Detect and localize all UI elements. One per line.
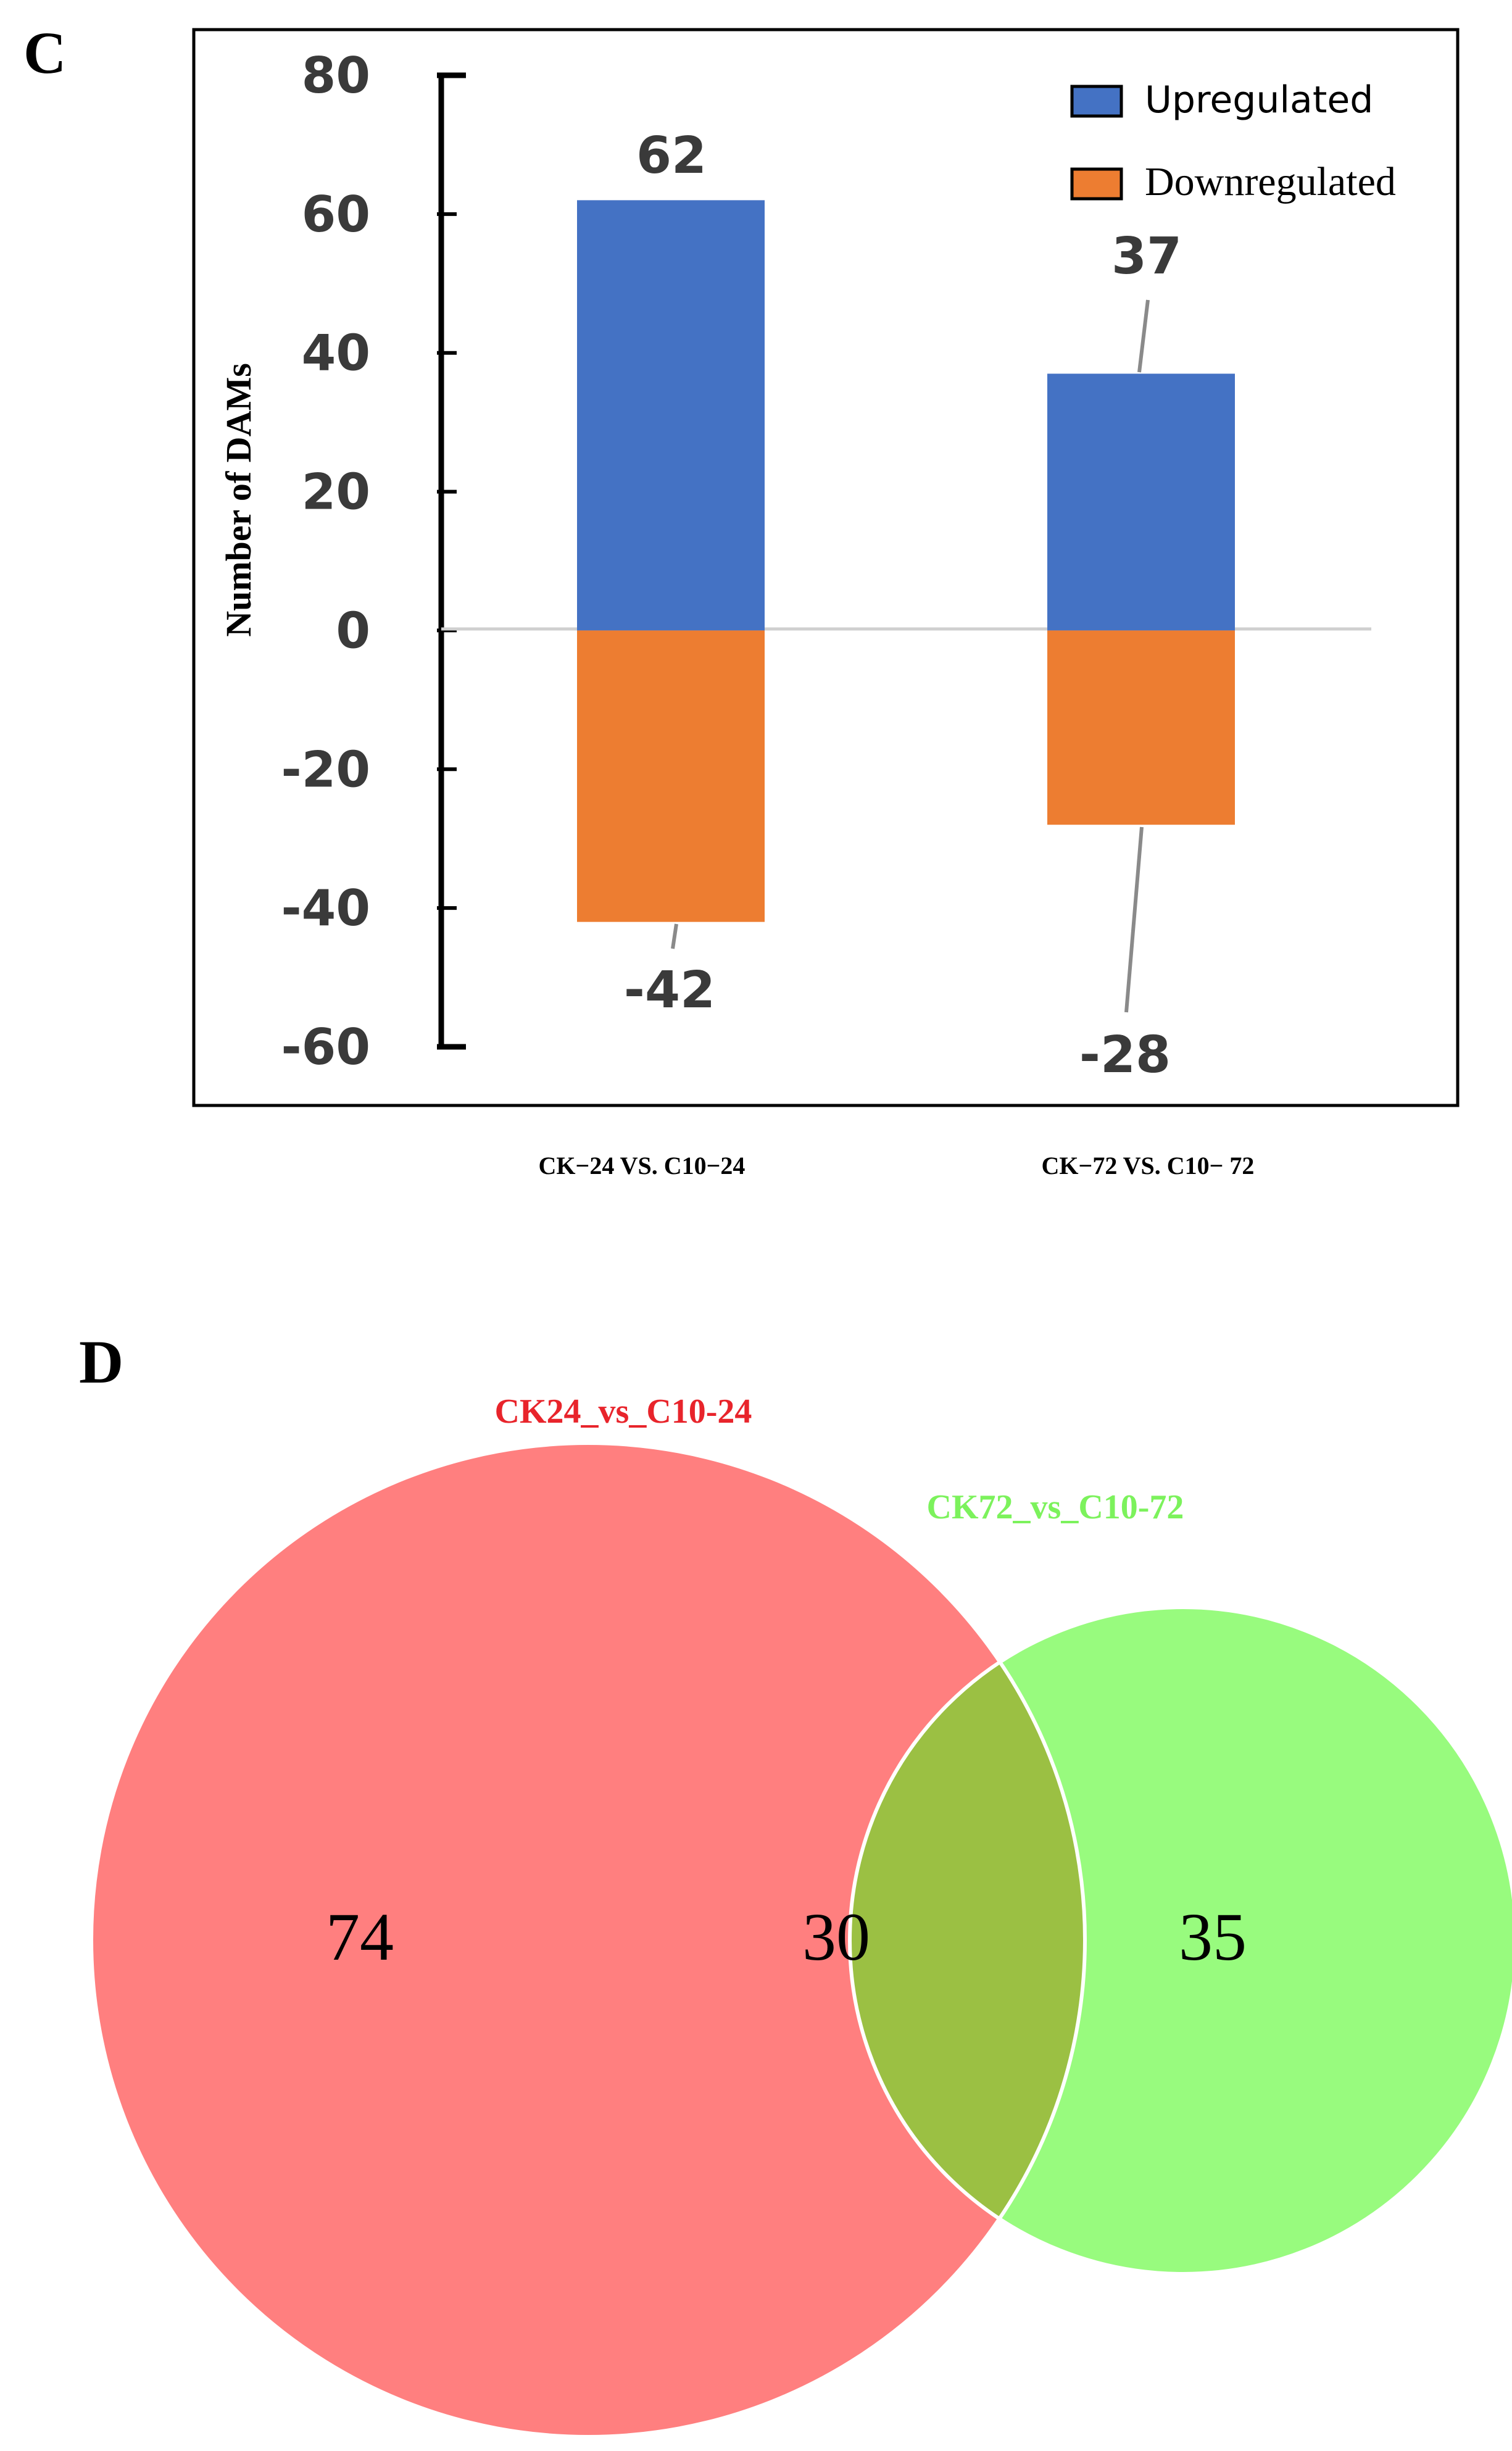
legend-label-upregulated: Upregulated	[1145, 78, 1373, 122]
y-tick-labels: 80 60 40 20 0 -20 -40 -60	[281, 47, 370, 1076]
category-label-ck72: CK−72 VS. C10− 72	[1042, 1152, 1255, 1180]
leader-line-up-ck72	[1137, 299, 1150, 373]
venn-set-label-ck72: CK72_vs_C10-72	[927, 1488, 1184, 1526]
venn-outline-ck24	[89, 1441, 1087, 2439]
venn-count-only-ck72: 35	[1179, 1899, 1247, 1975]
data-label-down-ck24: -42	[624, 961, 715, 1020]
bar-chart-frame	[192, 28, 1460, 1107]
panel-d-label: D	[79, 1328, 123, 1396]
y-tick-marks	[437, 73, 457, 1049]
leader-line-down-ck24	[671, 923, 678, 949]
data-label-up-ck72: 37	[1111, 227, 1182, 286]
legend-swatch-downregulated	[1070, 167, 1123, 201]
y-tick-label: 40	[302, 325, 370, 382]
y-tick-label: -40	[281, 880, 370, 937]
y-axis-title: Number of DAMs	[218, 363, 259, 637]
bar-downregulated-ck24	[577, 630, 765, 922]
data-label-up-ck24: 62	[636, 127, 707, 185]
chart-legend: Upregulated Downregulated	[1070, 78, 1396, 204]
data-label-down-ck72: -28	[1079, 1026, 1171, 1084]
venn-circle-ck24	[91, 1443, 1085, 2437]
y-tick-label: 60	[302, 186, 370, 243]
y-tick-label: 80	[302, 47, 370, 104]
y-tick-label: -20	[281, 741, 370, 798]
y-tick-label: 0	[336, 602, 370, 659]
legend-label-downregulated: Downregulated	[1145, 159, 1396, 204]
bar-downregulated-ck72	[1047, 630, 1235, 825]
panel-c-label: C	[23, 20, 66, 86]
venn-count-only-ck24: 74	[326, 1899, 394, 1975]
leader-line-down-ck72	[1124, 826, 1144, 1013]
venn-outline-ck72	[848, 1605, 1512, 2276]
bar-upregulated-ck24	[577, 200, 765, 631]
bar-upregulated-ck72	[1047, 373, 1235, 631]
y-tick-label: 20	[302, 464, 370, 521]
category-label-ck24: CK−24 VS. C10−24	[539, 1152, 746, 1180]
y-tick-label: -60	[281, 1018, 370, 1076]
venn-set-label-ck24: CK24_vs_C10-24	[495, 1392, 752, 1431]
venn-count-overlap: 30	[802, 1899, 870, 1975]
legend-swatch-upregulated	[1070, 85, 1123, 118]
